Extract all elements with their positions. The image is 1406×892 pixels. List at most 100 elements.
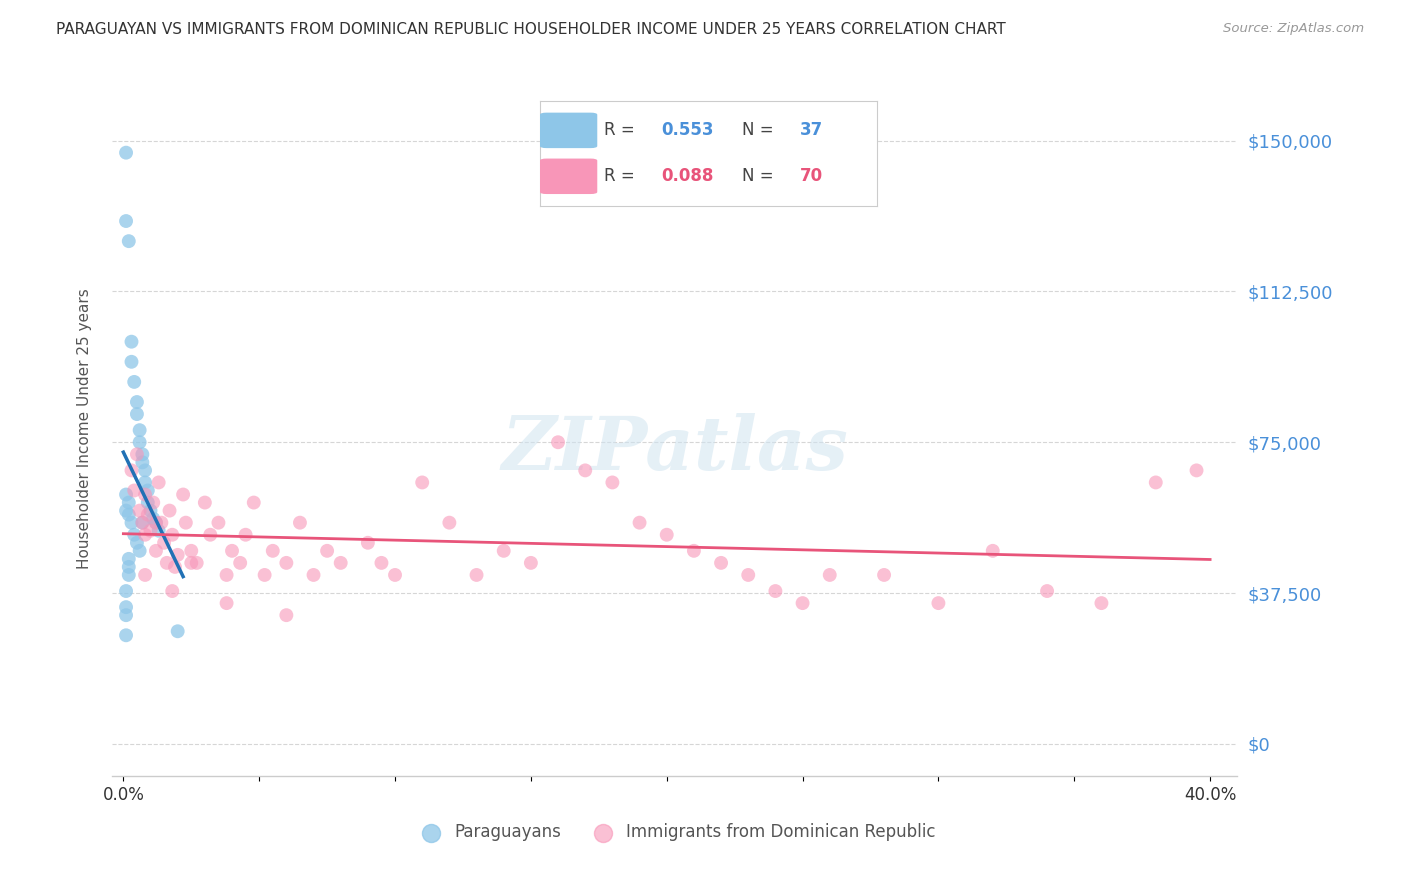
Point <box>131 516 153 530</box>
Point <box>547 435 569 450</box>
Point <box>148 524 170 538</box>
Point <box>215 596 238 610</box>
Point <box>136 483 159 498</box>
Point <box>139 524 162 538</box>
Point <box>145 516 167 530</box>
Point <box>128 423 150 437</box>
Point <box>128 435 150 450</box>
Point <box>242 495 264 509</box>
Point <box>128 503 150 517</box>
Point <box>302 568 325 582</box>
Point <box>1144 475 1167 490</box>
Point <box>262 544 284 558</box>
Point <box>288 516 311 530</box>
Point <box>207 516 229 530</box>
Point <box>134 568 156 582</box>
Point <box>159 503 181 517</box>
Point <box>763 584 786 599</box>
Point <box>384 568 406 582</box>
Point <box>180 544 202 558</box>
Point <box>118 560 141 574</box>
Point <box>520 556 543 570</box>
Point <box>370 556 392 570</box>
Point <box>166 548 188 562</box>
Point <box>136 508 159 522</box>
Point <box>927 596 949 610</box>
Point <box>465 568 488 582</box>
Point <box>131 516 153 530</box>
Point <box>574 463 596 477</box>
Point <box>316 544 339 558</box>
Point <box>134 527 156 541</box>
Point <box>818 568 841 582</box>
Point <box>121 463 143 477</box>
Point <box>125 407 148 421</box>
Point <box>492 544 515 558</box>
Point <box>329 556 352 570</box>
Point <box>121 516 143 530</box>
Point <box>131 455 153 469</box>
Point <box>145 544 167 558</box>
Point <box>134 475 156 490</box>
Point <box>118 495 141 509</box>
Point <box>229 556 252 570</box>
Point <box>118 508 141 522</box>
Text: ZIPatlas: ZIPatlas <box>502 413 848 485</box>
Point <box>215 568 238 582</box>
Point <box>174 516 197 530</box>
Point <box>602 475 624 490</box>
Point <box>1185 463 1208 477</box>
Point <box>122 527 145 541</box>
Point <box>115 628 138 642</box>
Point <box>145 516 167 530</box>
Point <box>357 535 380 549</box>
Point <box>792 596 814 610</box>
Point <box>194 495 217 509</box>
Point <box>221 544 243 558</box>
Point <box>150 516 173 530</box>
Point <box>134 487 156 501</box>
Point <box>276 556 298 570</box>
Point <box>628 516 651 530</box>
Point <box>981 544 1004 558</box>
Point <box>128 544 150 558</box>
Point <box>200 527 222 541</box>
Point <box>163 560 186 574</box>
Point <box>172 487 194 501</box>
Text: Source: ZipAtlas.com: Source: ZipAtlas.com <box>1223 22 1364 36</box>
Point <box>134 463 156 477</box>
Point <box>683 544 706 558</box>
Point <box>118 234 141 248</box>
Point <box>235 527 257 541</box>
Point <box>125 447 148 461</box>
Point <box>115 608 138 623</box>
Point <box>136 495 159 509</box>
Point <box>162 527 184 541</box>
Point <box>148 475 170 490</box>
Y-axis label: Householder Income Under 25 years: Householder Income Under 25 years <box>77 288 91 568</box>
Point <box>131 447 153 461</box>
Point <box>153 535 176 549</box>
Point <box>122 483 145 498</box>
Text: PARAGUAYAN VS IMMIGRANTS FROM DOMINICAN REPUBLIC HOUSEHOLDER INCOME UNDER 25 YEA: PARAGUAYAN VS IMMIGRANTS FROM DOMINICAN … <box>56 22 1005 37</box>
Point <box>125 395 148 409</box>
Point <box>121 355 143 369</box>
Point <box>121 334 143 349</box>
Point <box>125 535 148 549</box>
Point <box>122 375 145 389</box>
Point <box>1036 584 1059 599</box>
Point <box>253 568 276 582</box>
Point <box>276 608 298 623</box>
Point <box>142 495 165 509</box>
Point <box>411 475 433 490</box>
Point <box>115 214 138 228</box>
Point <box>115 584 138 599</box>
Point <box>142 511 165 525</box>
Point <box>115 503 138 517</box>
Point <box>166 624 188 639</box>
Point <box>139 503 162 517</box>
Point <box>156 556 179 570</box>
Point <box>186 556 208 570</box>
Point <box>710 556 733 570</box>
Point <box>118 568 141 582</box>
